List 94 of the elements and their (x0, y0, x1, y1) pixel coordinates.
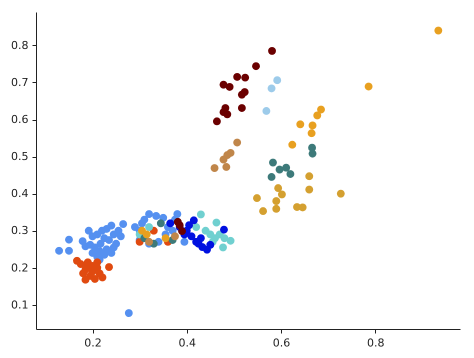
point (364, 82, 373, 90)
point (142, 230, 151, 238)
point (65, 236, 73, 244)
point (110, 244, 118, 252)
point (82, 242, 90, 250)
point (286, 170, 294, 178)
x-tick-label: 0.2 (84, 336, 102, 350)
point (272, 204, 280, 213)
point (233, 72, 242, 81)
point (268, 47, 276, 55)
point (269, 158, 277, 166)
point (220, 234, 228, 242)
point (188, 232, 196, 240)
point (100, 250, 108, 259)
point (220, 80, 228, 89)
point (90, 275, 99, 283)
x-tick-label: 0.6 (272, 336, 290, 350)
point (262, 107, 270, 115)
point (138, 219, 146, 228)
point (336, 190, 345, 198)
point (308, 129, 316, 138)
point (305, 186, 314, 194)
point (313, 112, 322, 120)
point (274, 184, 282, 192)
point (162, 234, 170, 242)
point (166, 219, 174, 228)
point (223, 110, 232, 118)
point (65, 246, 73, 255)
point (305, 172, 314, 180)
point (288, 140, 296, 149)
point (145, 223, 154, 231)
point (171, 232, 179, 240)
point (226, 236, 235, 245)
point (76, 260, 85, 268)
point (222, 163, 230, 171)
point (206, 240, 214, 249)
point (308, 150, 316, 158)
y-tick-label: 0.2 (11, 261, 28, 274)
point (102, 224, 111, 233)
point (96, 269, 104, 278)
point (253, 194, 261, 202)
point (156, 219, 165, 228)
point (238, 90, 246, 99)
point (192, 223, 200, 231)
point (79, 269, 88, 278)
point (212, 117, 221, 126)
point (282, 164, 290, 172)
point (434, 26, 442, 34)
point (88, 249, 96, 257)
point (105, 236, 113, 244)
point (268, 173, 276, 181)
point (273, 76, 282, 84)
point (272, 197, 280, 206)
point (55, 246, 64, 255)
point (296, 120, 304, 128)
point (185, 221, 194, 230)
point (241, 74, 250, 82)
y-tick-label: 0.5 (11, 150, 28, 164)
point (210, 164, 218, 172)
point (119, 220, 128, 228)
point (259, 207, 268, 216)
point (219, 244, 227, 252)
y-tick-label: 0.8 (11, 38, 28, 52)
point (308, 122, 316, 130)
y-tick-label: 0.7 (11, 76, 28, 89)
y-tick-label: 0.3 (11, 224, 28, 238)
point (196, 210, 205, 218)
point (180, 238, 188, 246)
point (190, 216, 198, 224)
point (233, 138, 242, 146)
point (220, 226, 228, 234)
point (196, 234, 205, 242)
point (252, 62, 260, 70)
point (278, 190, 286, 198)
point (238, 104, 246, 112)
point (84, 226, 93, 235)
point (116, 232, 125, 240)
point (124, 309, 133, 317)
y-tick-label: 0.6 (11, 113, 28, 126)
point (145, 210, 154, 218)
point (105, 263, 113, 272)
point (226, 82, 234, 91)
point (130, 223, 139, 231)
point (220, 156, 228, 164)
point (298, 203, 307, 212)
point (317, 106, 325, 114)
point (276, 166, 284, 174)
point (152, 212, 160, 220)
y-tick-label: 0.1 (11, 298, 28, 312)
point (268, 84, 276, 92)
point (212, 218, 220, 227)
y-tick-label: 0.4 (11, 187, 28, 200)
x-tick-label: 0.4 (178, 336, 196, 350)
x-tick-label: 0.8 (366, 336, 384, 350)
